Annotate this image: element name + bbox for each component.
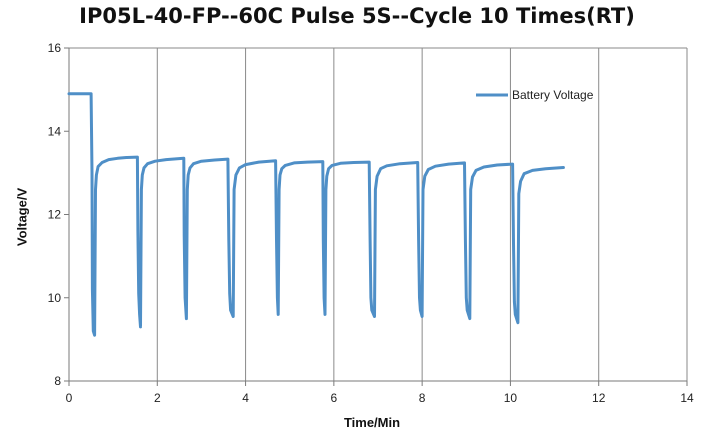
x-tick-label-6: 6	[331, 391, 338, 405]
axes	[64, 47, 688, 386]
legend-label-0: Battery Voltage	[512, 88, 594, 102]
tick-labels: 0 2 4 6 8 10 12 14 8 10 12 14 16	[48, 41, 694, 405]
y-axis-label: Voltage/V	[14, 187, 30, 247]
chart-title: IP05L-40-FP--60C Pulse 5S--Cycle 10 Time…	[79, 4, 635, 28]
x-tick-label-8: 8	[419, 391, 426, 405]
y-tick-label-12: 12	[48, 208, 62, 222]
y-tick-label-8: 8	[54, 374, 61, 388]
gridlines	[69, 47, 688, 381]
legend: Battery Voltage	[476, 88, 594, 102]
x-tick-label-12: 12	[592, 391, 606, 405]
x-tick-label-10: 10	[504, 391, 518, 405]
x-tick-label-2: 2	[154, 391, 161, 405]
x-tick-label-14: 14	[680, 391, 694, 405]
y-tick-label-16: 16	[48, 41, 62, 55]
series-line-0	[67, 92, 565, 337]
x-tick-label-4: 4	[242, 391, 249, 405]
x-tick-label-0: 0	[66, 391, 73, 405]
series-lines	[67, 92, 565, 337]
x-axis-label: Time/Min	[343, 415, 401, 430]
y-tick-label-14: 14	[48, 124, 62, 138]
y-tick-label-10: 10	[48, 291, 62, 305]
